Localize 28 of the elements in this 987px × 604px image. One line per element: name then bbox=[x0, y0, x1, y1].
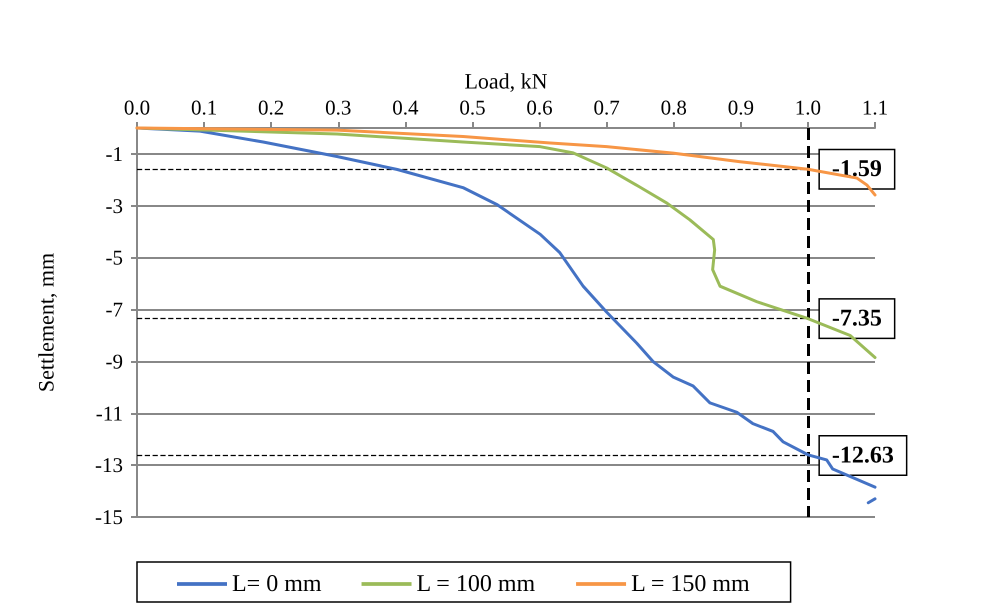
x-tick-label: 0.9 bbox=[728, 96, 754, 120]
y-tick-label: -11 bbox=[96, 401, 123, 426]
x-tick-label: 0.4 bbox=[392, 96, 419, 120]
y-tick-label: -1 bbox=[106, 142, 123, 166]
legend-label: L = 150 mm bbox=[631, 571, 750, 597]
y-tick-label: -5 bbox=[106, 246, 123, 270]
x-tick-label: 1.1 bbox=[862, 96, 888, 120]
x-axis-title: Load, kN bbox=[464, 68, 548, 94]
x-tick-label: 0.1 bbox=[190, 96, 218, 120]
ref-line-label: -1.59 bbox=[832, 156, 882, 182]
ref-line-label: -7.35 bbox=[832, 306, 882, 332]
x-tick-label: 0.6 bbox=[526, 96, 553, 120]
y-tick-label: -7 bbox=[106, 298, 123, 322]
x-tick-label: 0.2 bbox=[258, 96, 284, 120]
x-tick-label: 1.0 bbox=[794, 96, 822, 120]
y-tick-label: -9 bbox=[106, 349, 123, 374]
y-tick-label: -3 bbox=[106, 194, 123, 218]
x-tick-label: 0.0 bbox=[124, 96, 150, 120]
ref-line-label: -12.63 bbox=[832, 442, 894, 469]
x-tick-label: 0.8 bbox=[660, 96, 687, 120]
y-tick-label: -15 bbox=[95, 505, 123, 529]
legend-label: L= 0 mm bbox=[232, 571, 322, 597]
y-tick-label: -13 bbox=[95, 453, 123, 478]
y-axis-title: Settlement, mm bbox=[34, 252, 58, 392]
x-tick-label: 0.7 bbox=[594, 96, 620, 120]
legend-label: L = 100 mm bbox=[416, 571, 536, 597]
x-tick-label: 0.3 bbox=[325, 96, 352, 120]
x-tick-label: 0.5 bbox=[459, 96, 486, 120]
